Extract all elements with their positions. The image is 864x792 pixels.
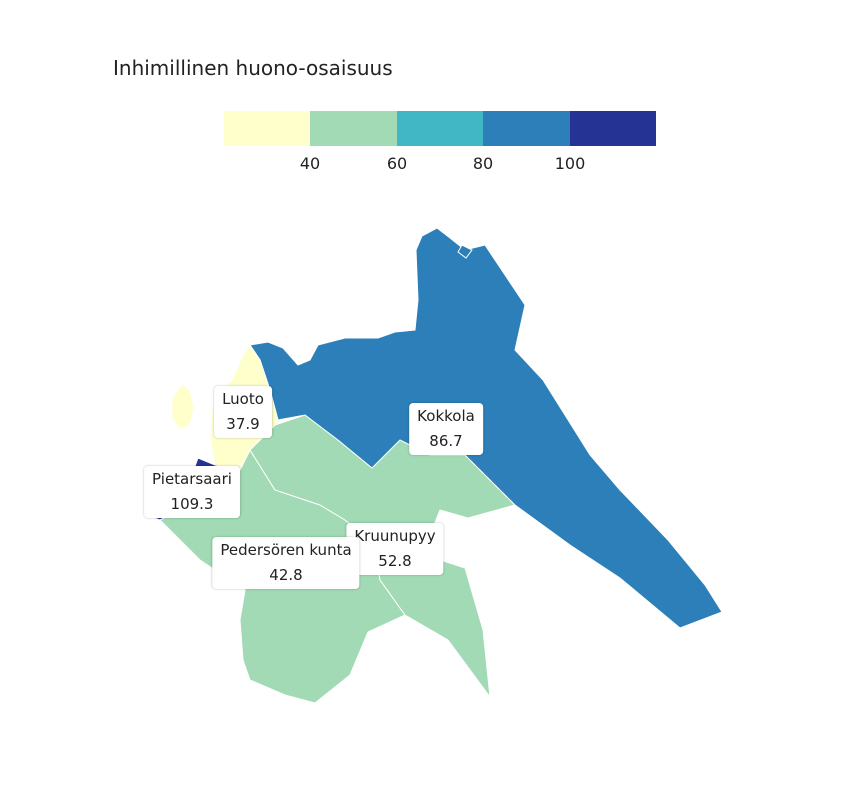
region-label-luoto: Luoto 37.9	[214, 386, 272, 438]
legend-tick: 80	[472, 154, 494, 173]
region-label-kokkola: Kokkola 86.7	[409, 403, 483, 455]
region-value: 109.3	[170, 495, 214, 513]
color-legend	[224, 111, 657, 146]
legend-swatch-5	[569, 111, 657, 146]
map-title: Inhimillinen huono-osaisuus	[113, 56, 393, 80]
legend-swatch-4	[483, 111, 570, 146]
region-label-pietarsaari: Pietarsaari 109.3	[144, 466, 240, 518]
region-name: Luoto	[222, 390, 264, 408]
region-name: Kruunupyy	[354, 527, 436, 545]
region-kokkola[interactable]	[249, 227, 723, 629]
region-value: 37.9	[226, 415, 260, 433]
legend-tick: 100	[554, 154, 586, 173]
region-kokkola-island[interactable]	[457, 244, 473, 259]
region-value: 86.7	[429, 432, 463, 450]
region-name: Kokkola	[417, 407, 475, 425]
region-label-pedersoren-kunta: Pedersören kunta 42.8	[212, 537, 360, 589]
region-label-kruunupyy: Kruunupyy 52.8	[346, 523, 444, 575]
region-value: 42.8	[269, 566, 303, 584]
region-luoto-island[interactable]	[171, 383, 195, 431]
legend-swatch-3	[396, 111, 484, 146]
legend-tick: 60	[386, 154, 408, 173]
region-name: Pedersören kunta	[220, 541, 352, 559]
legend-tick: 40	[299, 154, 321, 173]
region-name: Pietarsaari	[152, 470, 232, 488]
legend-swatch-1	[224, 111, 311, 146]
region-value: 52.8	[378, 552, 412, 570]
legend-swatch-2	[310, 111, 397, 146]
